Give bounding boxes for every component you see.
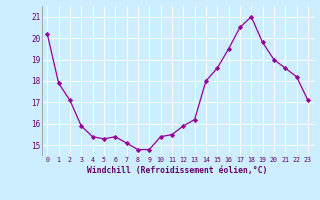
X-axis label: Windchill (Refroidissement éolien,°C): Windchill (Refroidissement éolien,°C): [87, 166, 268, 175]
